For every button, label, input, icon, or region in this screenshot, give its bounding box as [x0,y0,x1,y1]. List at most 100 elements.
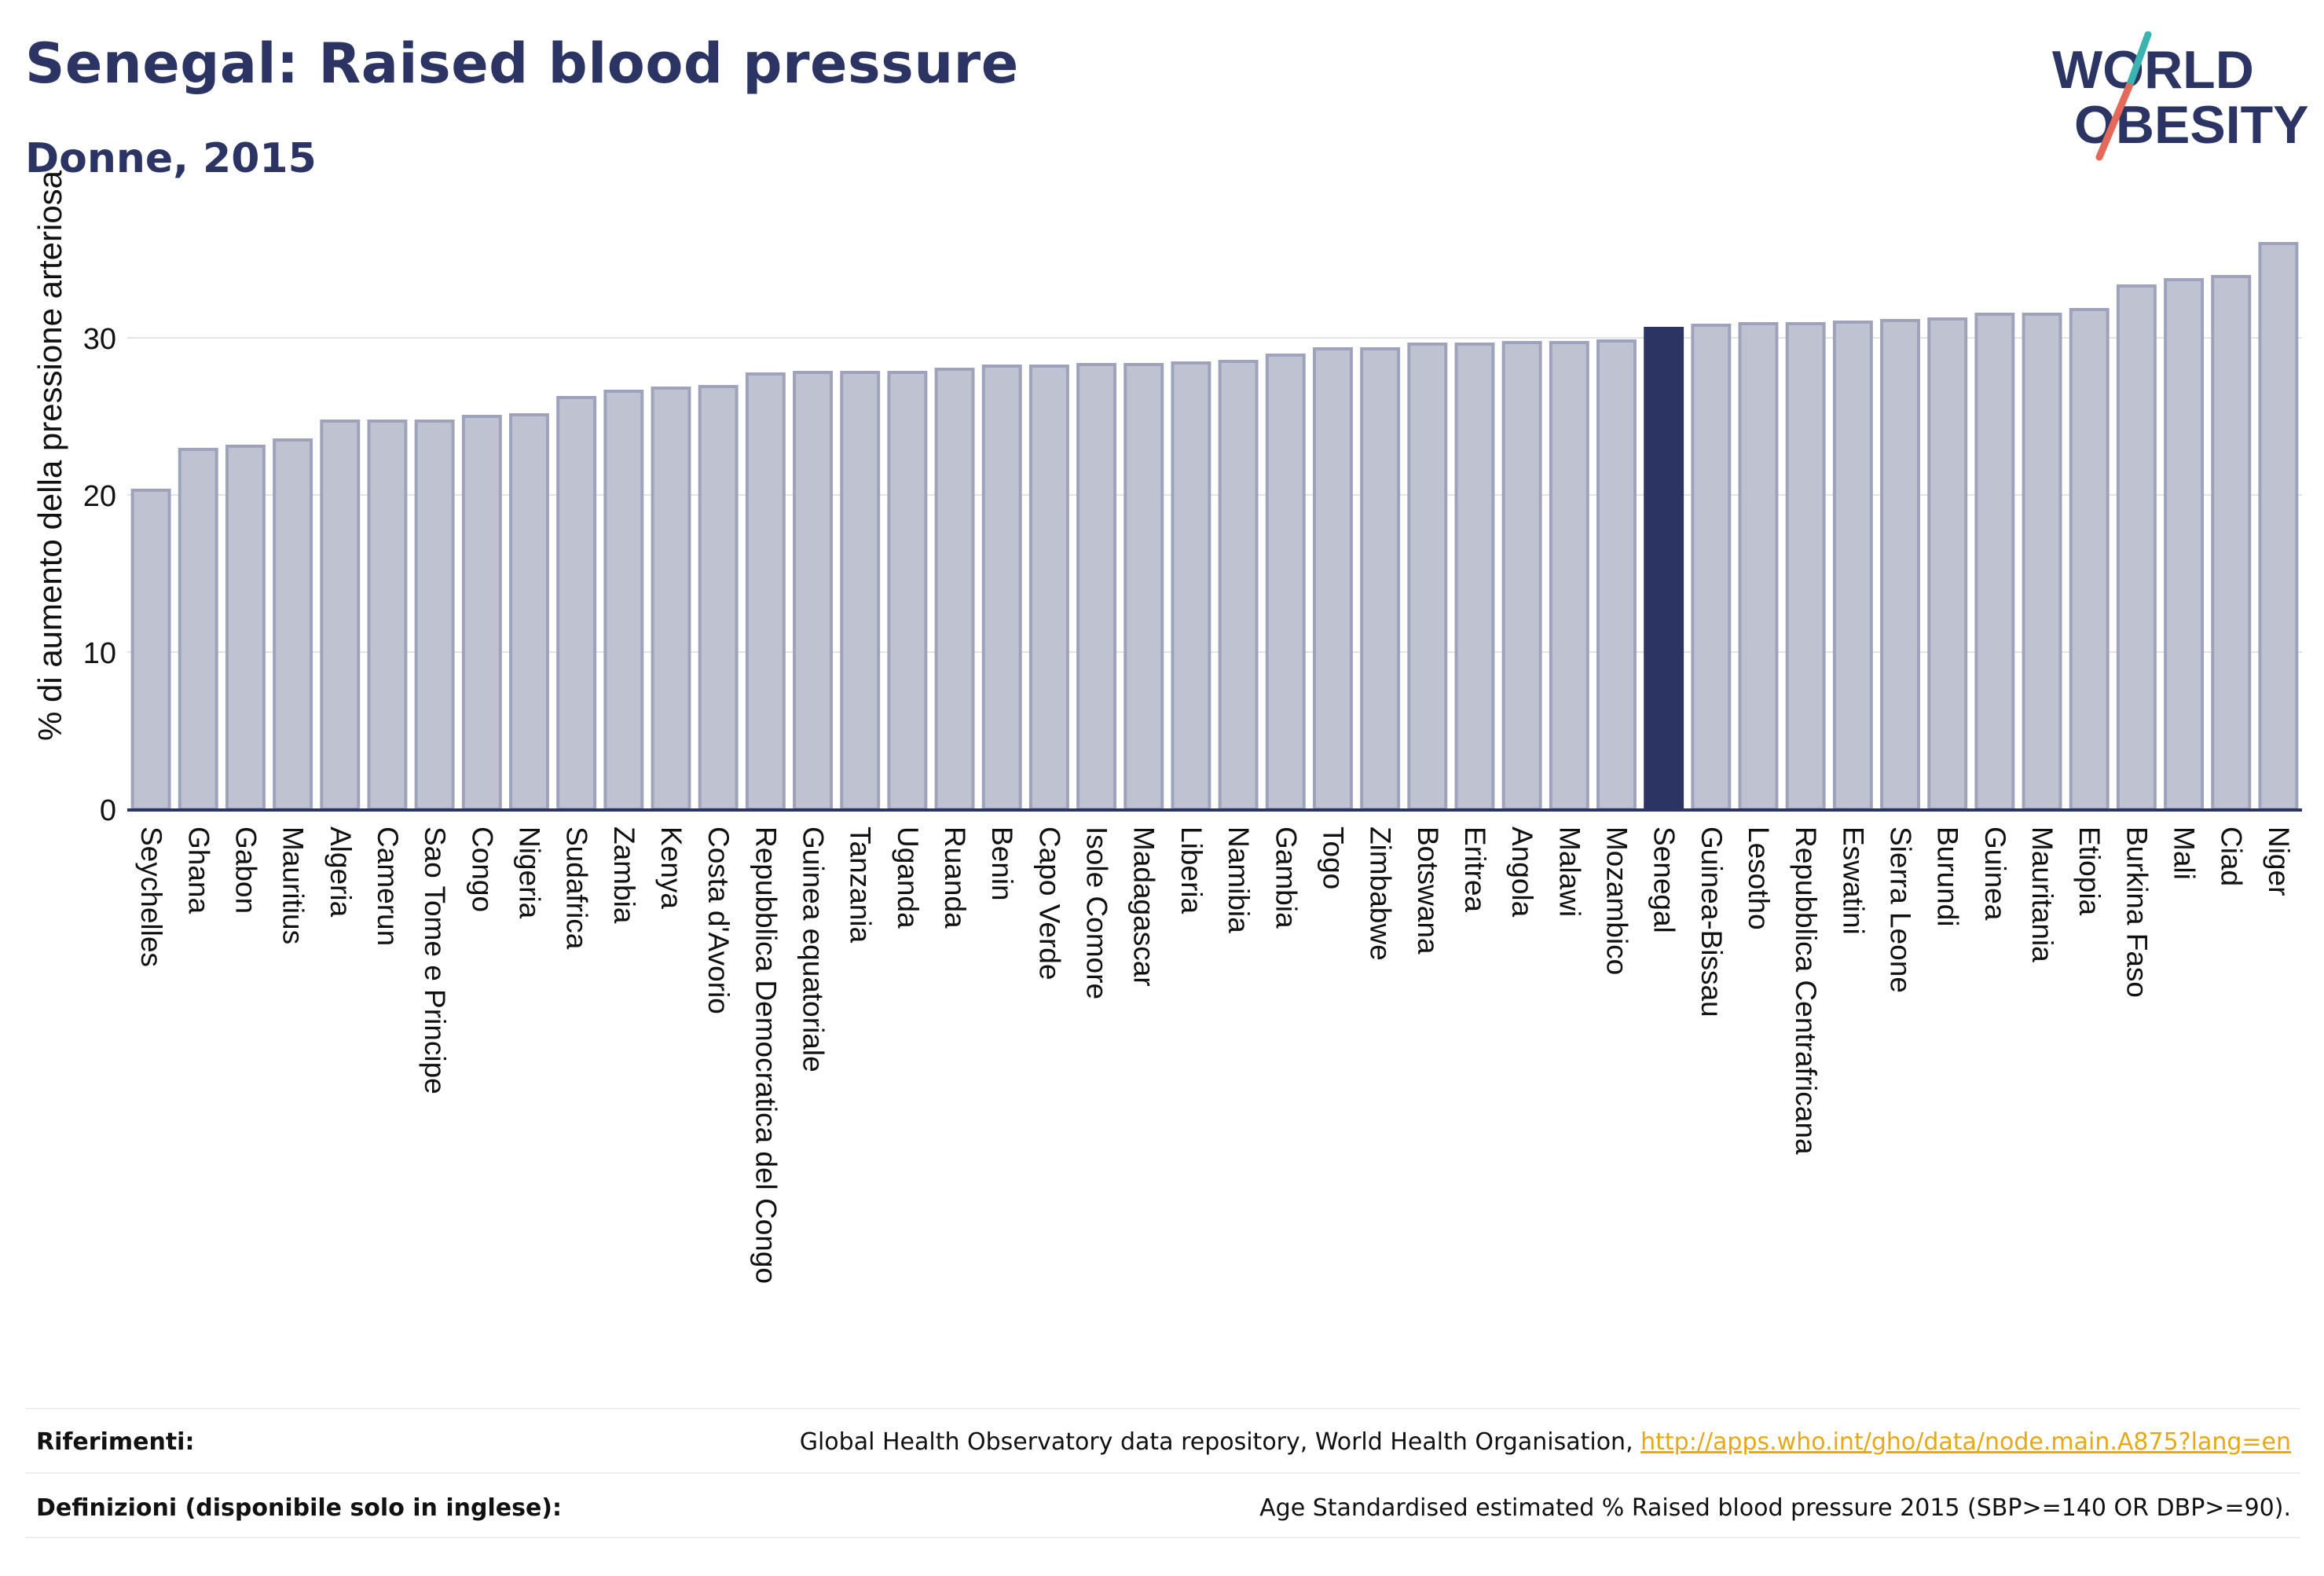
bar-liberia [1171,361,1211,811]
bar-mozambico [1596,339,1637,811]
world-obesity-logo: WORLD OBESITY [2052,31,2309,161]
logo-text-world: WORLD [2052,40,2254,100]
references-link[interactable]: http://apps.who.int/gho/data/node.main.A… [1640,1428,2291,1456]
footer-divider-bottom [25,1537,2300,1538]
x-tick-label: Etiopia [2073,826,2106,916]
bar-ghana [178,448,218,811]
logo-slash-teal [2125,31,2152,90]
references-source: Global Health Observatory data repositor… [799,1428,1641,1456]
x-tick-label: Mauritius [277,826,310,944]
x-tick-label: Eswatini [1837,826,1869,935]
bar-sierra-leone [1880,319,1920,811]
x-tick-label: Madagascar [1128,826,1160,987]
x-tick-label: Namibia [1222,826,1255,933]
bar-capo-verde [1028,365,1069,811]
bar-costa-d-avorio [698,385,739,811]
x-tick-label: Eritrea [1459,826,1491,912]
x-tick-label: Liberia [1175,826,1208,914]
x-tick-label: Lesotho [1743,826,1775,930]
x-tick-label: Costa d'Avorio [702,826,735,1014]
bar-uganda [887,371,928,811]
x-tick-label: Burundi [1932,826,1964,927]
bar-isole-comore [1076,363,1117,811]
bar-namibia [1218,360,1259,811]
x-tick-label: Tanzania [845,826,877,944]
x-tick-label: Mali [2168,826,2201,880]
x-tick-label: Benin [986,826,1018,901]
y-axis-ticks: 0 10 20 30 [83,323,116,827]
x-tick-label: Malawi [1553,826,1585,917]
x-tick-label: Algeria [324,826,357,918]
bar-guinea-equatoriale [793,371,833,811]
bar-sao-tome-e-principe [414,420,455,811]
x-tick-label: Togo [1317,826,1349,889]
bar-senegal [1644,327,1684,811]
references-text: Global Health Observatory data repositor… [800,1428,2291,1456]
x-tick-label: Sierra Leone [1885,826,1917,993]
logo-slash-coral [2095,82,2133,161]
y-tick-label: 0 [100,794,116,827]
bar-repubblica-democratica-del-congo [745,372,786,811]
bar-guinea-bissau [1691,324,1732,811]
x-tick-label: Ghana [182,826,214,914]
chart-subtitle: Donne, 2015 [25,135,317,182]
x-tick-label: Ciad [2216,826,2248,886]
bar-angola [1501,341,1542,811]
x-tick-label: Gabon [229,826,262,914]
bar-gambia [1265,354,1306,811]
x-tick-label: Guinea-Bissau [1695,826,1728,1017]
bar-kenya [651,387,691,811]
x-tick-label: Sao Tome e Principe [419,826,451,1094]
bar-nigeria [509,413,549,811]
x-tick-label: Zambia [608,826,640,924]
x-tick-label: Mozambico [1600,826,1633,975]
bar-mauritania [2022,313,2062,811]
bar-ruanda [934,368,975,811]
definitions-text: Age Standardised estimated % Raised bloo… [1259,1494,2291,1522]
x-tick-label: Camerun [372,826,404,946]
bar-tanzania [840,371,881,811]
x-tick-label: Nigeria [513,826,545,919]
bar-burkina-faso [2116,284,2157,811]
x-tick-label: Botswana [1412,826,1444,955]
bar-ciad [2211,275,2252,811]
x-tick-label: Niger [2263,826,2295,896]
bar-eritrea [1454,343,1495,811]
bar-madagascar [1124,363,1164,811]
chart-title: Senegal: Raised blood pressure [25,31,1019,96]
bar-guinea [1974,313,2015,811]
bar-malawi [1549,341,1589,811]
x-tick-label: Mauritania [2026,826,2058,962]
x-tick-label: Kenya [655,826,687,909]
footer-divider-top [25,1408,2300,1409]
x-tick-label: Seychelles [135,826,167,967]
y-tick-label: 30 [83,323,116,356]
bar-niger [2258,242,2299,811]
x-tick-label: Repubblica Centrafricana [1790,826,1822,1155]
y-axis-label: % di aumento della pressione arteriosa [31,170,68,741]
x-tick-label: Guinea equatoriale [797,826,830,1072]
x-tick-label: Capo Verde [1033,826,1065,980]
x-tick-label: Congo [466,826,498,912]
bar-seychelles [130,489,171,811]
bar-gabon [225,445,266,811]
footer-divider-middle [25,1472,2300,1474]
bar-algeria [320,420,361,811]
bar-lesotho [1738,322,1779,811]
x-tick-label: Repubblica Democratica del Congo [750,826,782,1284]
x-tick-label: Guinea [1979,826,2011,921]
bar-sudafrica [556,396,597,811]
y-tick-label: 20 [83,480,116,513]
bar-burundi [1927,317,1968,811]
definitions-label: Definizioni (disponibile solo in inglese… [36,1494,562,1522]
bar-mali [2164,278,2205,811]
x-axis-labels: Seychelles Ghana Gabon Mauritius Algeria Came… [135,826,2295,1284]
bar-etiopia [2069,308,2110,811]
x-tick-label: Ruanda [939,826,971,929]
bar-togo [1312,347,1353,811]
x-tick-label: Isole Comore [1081,826,1113,999]
references-label: Riferimenti: [36,1428,195,1456]
bar-congo [461,415,502,811]
bar-botswana [1407,343,1448,811]
bar-mauritius [273,438,313,811]
